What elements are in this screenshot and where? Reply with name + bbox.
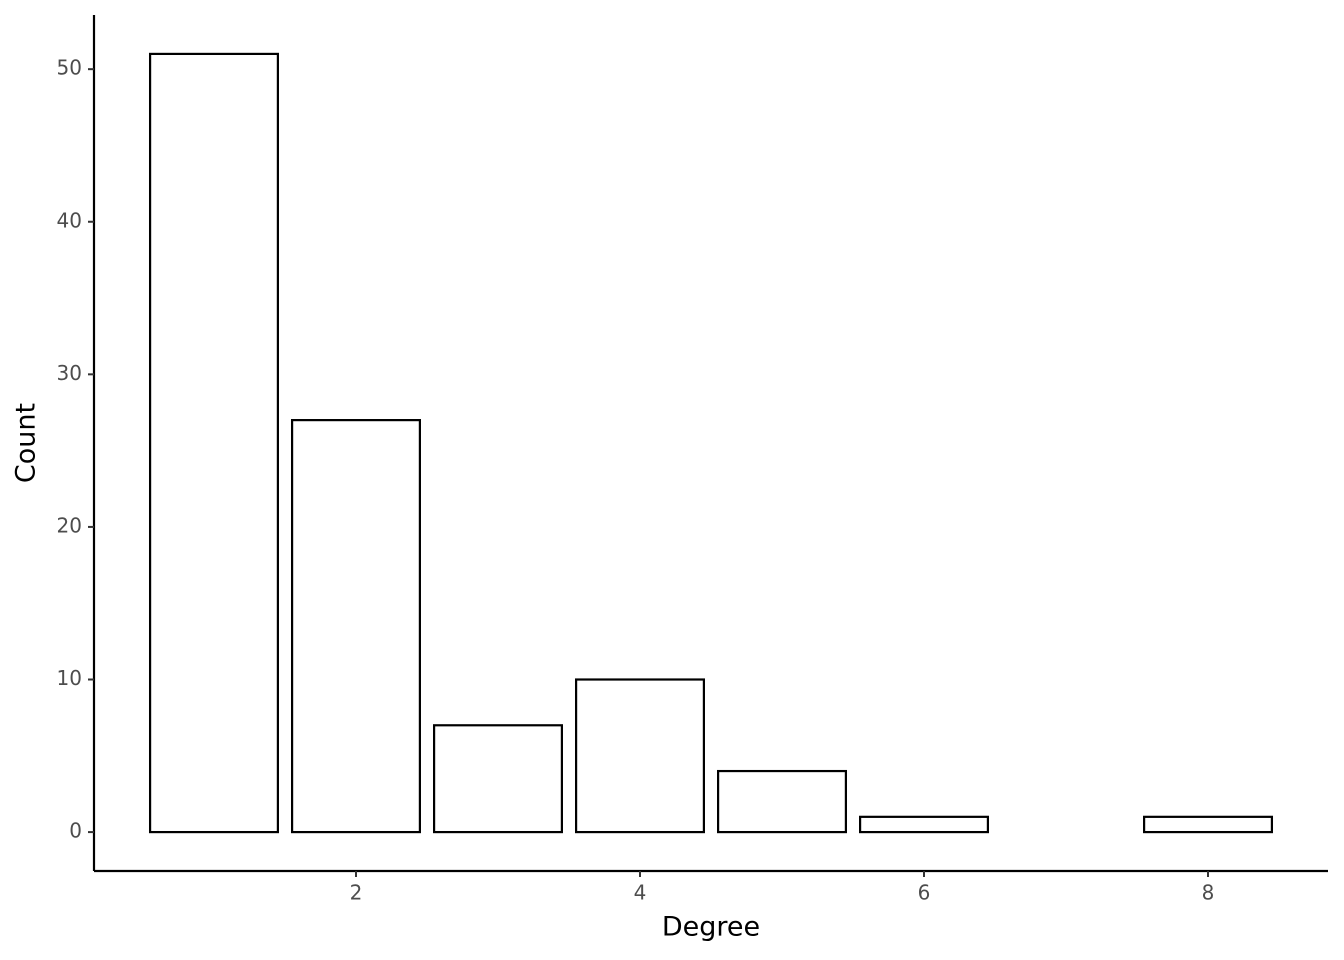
y-tick-label: 0 <box>69 819 82 843</box>
bar <box>717 769 848 834</box>
y-tick-label: 20 <box>57 513 82 537</box>
x-tick-label: 2 <box>350 881 363 905</box>
y-tick-label: 40 <box>57 208 82 232</box>
x-axis-title: Degree <box>662 912 760 943</box>
bar <box>1143 815 1274 834</box>
y-tick-label: 30 <box>57 361 82 385</box>
bar <box>290 419 421 834</box>
bar <box>432 724 563 834</box>
bar <box>148 52 279 834</box>
y-tick-label: 10 <box>57 666 82 690</box>
y-axis-title: Count <box>11 403 42 483</box>
x-tick-label: 8 <box>1202 881 1215 905</box>
x-tick-label: 4 <box>634 881 647 905</box>
x-tick-label: 6 <box>918 881 931 905</box>
bar <box>859 815 990 834</box>
y-tick-label: 50 <box>57 56 82 80</box>
bar <box>574 678 705 834</box>
